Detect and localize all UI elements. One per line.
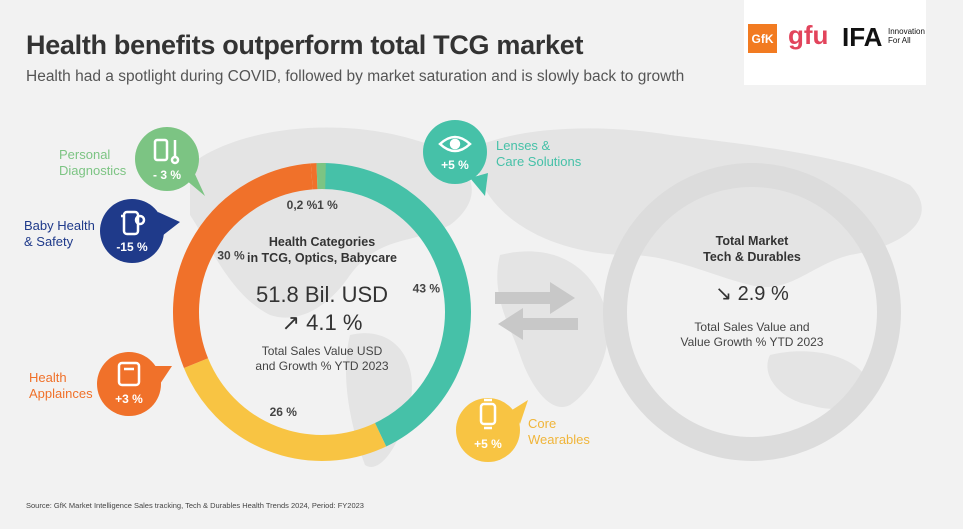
smartwatch-icon (479, 398, 497, 430)
donut-label-3: 0,2 % (287, 198, 318, 212)
page-subtitle: Health had a spotlight during COVID, fol… (26, 68, 685, 85)
page-title: Health benefits outperform total TCG mar… (26, 30, 584, 60)
bubble-appliances (97, 352, 172, 416)
baby-growth: -15 % (116, 240, 148, 254)
diagnostics-growth: - 3 % (152, 168, 181, 182)
scale-icon (117, 361, 141, 387)
bubble-diagnostics (135, 127, 205, 196)
bubble-lenses (423, 120, 488, 196)
donut-label-2: 30 % (217, 249, 245, 263)
donut-label-0: 43 % (413, 281, 441, 295)
diagnostics-label: Personal Diagnostics (59, 147, 127, 178)
total-market-caption: Total Sales Value and Value Growth % YTD… (680, 320, 824, 349)
exchange-arrows-icon (495, 282, 578, 340)
lenses-label: Lenses & Care Solutions (496, 138, 582, 169)
thermometer-icon (153, 138, 180, 165)
appliances-label: Health Applainces (29, 370, 93, 401)
wearables-label: Core Wearables (528, 416, 590, 447)
health-donut (173, 163, 471, 461)
health-center: Health Categories in TCG, Optics, Babyca… (222, 234, 422, 374)
health-caption: Total Sales Value USD and Growth % YTD 2… (255, 344, 389, 373)
health-total-value: 51.8 Bil. USD (255, 282, 389, 307)
donut-segment-0 (321, 163, 471, 447)
baby-bottle-icon (121, 210, 146, 236)
eye-icon (438, 135, 472, 153)
donut-segment-1 (183, 358, 387, 461)
gfk-logo: GfK (748, 24, 777, 53)
appliances-growth: +3 % (115, 392, 143, 406)
total-market-growth: ↘ 2.9 % (715, 283, 789, 305)
donut-segment-2 (173, 163, 313, 369)
gfu-logo: gfu (788, 20, 829, 50)
ifa-tagline: Innovation For All (888, 27, 925, 45)
ifa-logo: IFA (842, 22, 883, 52)
baby-label: Baby Health & Safety (24, 218, 95, 249)
donut-value-labels: 43 % 26 % 30 % 0,2 % 1 % (217, 198, 440, 419)
health-heading: Health Categories in TCG, Optics, Babyca… (246, 235, 398, 265)
total-market-heading: Total Market Tech & Durables (703, 234, 801, 264)
total-market-ring (603, 163, 901, 461)
source-note: Source: GfK Market Intelligence Sales tr… (26, 501, 364, 510)
total-market-center: Total Market Tech & Durables ↘ 2.9 % Tot… (652, 233, 852, 350)
health-growth-value: ↗ 4.1 % (281, 310, 363, 335)
bubble-wearables (456, 398, 528, 462)
donut-label-4: 1 % (317, 198, 338, 212)
bubble-baby (100, 199, 180, 263)
donut-label-1: 26 % (270, 405, 298, 419)
lenses-growth: +5 % (441, 158, 469, 172)
wearables-growth: +5 % (474, 437, 502, 451)
logo-panel: GfK gfu IFA Innovation For All (744, 0, 926, 85)
